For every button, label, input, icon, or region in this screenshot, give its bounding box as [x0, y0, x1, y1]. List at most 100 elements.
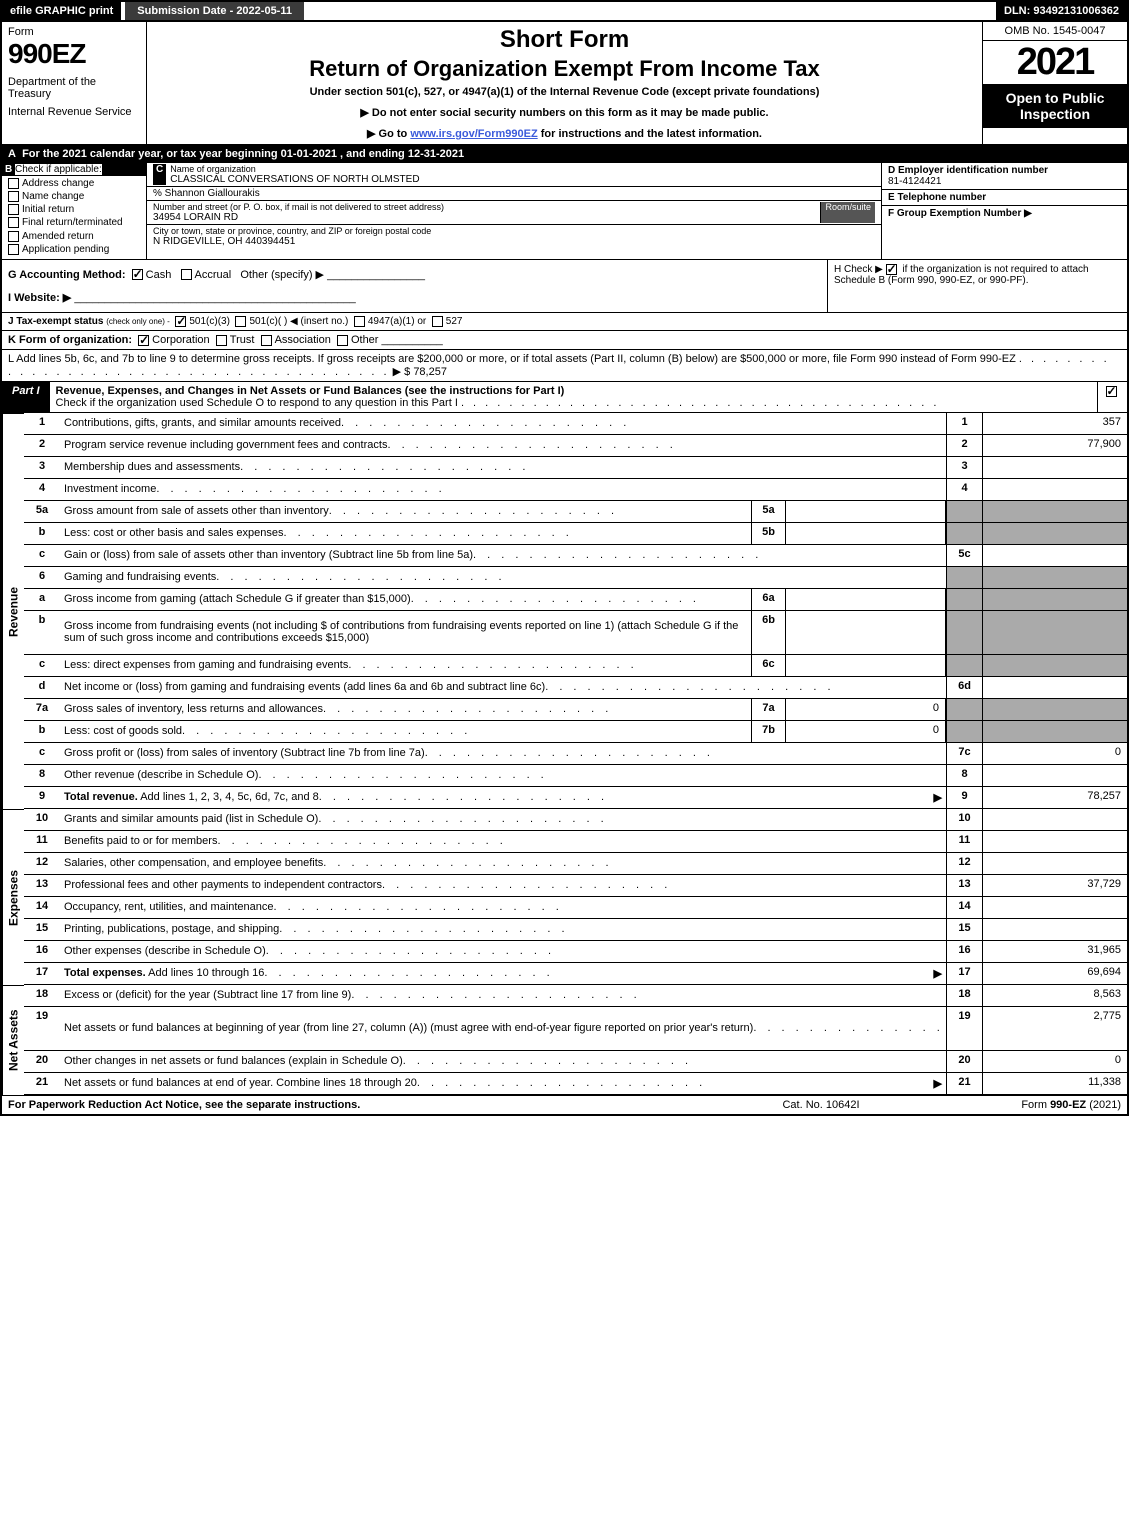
- l-text: L Add lines 5b, 6c, and 7b to line 9 to …: [8, 353, 1016, 365]
- chk-trust[interactable]: [216, 335, 227, 346]
- ref-number: [946, 721, 982, 742]
- dln: DLN: 93492131006362: [996, 2, 1127, 20]
- ein: 81-4124421: [888, 176, 941, 187]
- 527-label: 527: [446, 316, 463, 327]
- line-number: 21: [24, 1073, 60, 1094]
- line-number: 8: [24, 765, 60, 786]
- line-description: Gross amount from sale of assets other t…: [60, 501, 751, 522]
- amount: 357: [982, 413, 1127, 434]
- line-number: c: [24, 655, 60, 676]
- table-row: cGross profit or (loss) from sales of in…: [24, 743, 1127, 765]
- irs-link[interactable]: www.irs.gov/Form990EZ: [410, 128, 537, 140]
- ref-number: [946, 699, 982, 720]
- line-description: Investment income . . . . . . . . . . . …: [60, 479, 946, 500]
- line-number: 10: [24, 809, 60, 830]
- city-state-zip: N RIDGEVILLE, OH 440394451: [153, 236, 431, 247]
- line-number: 18: [24, 985, 60, 1006]
- line-number: 11: [24, 831, 60, 852]
- line-description: Total revenue. Add lines 1, 2, 3, 4, 5c,…: [60, 787, 946, 808]
- dept-treasury: Department of the Treasury: [8, 76, 140, 100]
- line-number: 19: [24, 1007, 60, 1050]
- j-label: J Tax-exempt status: [8, 316, 103, 327]
- chk-address-change[interactable]: Address change: [8, 178, 140, 189]
- table-row: 14Occupancy, rent, utilities, and mainte…: [24, 897, 1127, 919]
- chk-final-return[interactable]: Final return/terminated: [8, 217, 140, 228]
- chk-corporation[interactable]: [138, 335, 149, 346]
- table-row: 9Total revenue. Add lines 1, 2, 3, 4, 5c…: [24, 787, 1127, 809]
- amount: 37,729: [982, 875, 1127, 896]
- line-description: Gross sales of inventory, less returns a…: [60, 699, 751, 720]
- d-label: D Employer identification number: [888, 165, 1121, 176]
- chk-application-pending[interactable]: Application pending: [8, 244, 140, 255]
- ref-number: [946, 523, 982, 544]
- amount: 77,900: [982, 435, 1127, 456]
- chk-other-org[interactable]: [337, 335, 348, 346]
- amount: [982, 545, 1127, 566]
- inner-ref: 6c: [751, 655, 786, 676]
- table-row: 10Grants and similar amounts paid (list …: [24, 809, 1127, 831]
- line-description: Salaries, other compensation, and employ…: [60, 853, 946, 874]
- table-row: 19Net assets or fund balances at beginni…: [24, 1007, 1127, 1051]
- line-number: 13: [24, 875, 60, 896]
- corp-label: Corporation: [152, 334, 209, 346]
- line-number: b: [24, 611, 60, 654]
- chk-501c[interactable]: [235, 316, 246, 327]
- form-number: 990EZ: [8, 38, 140, 70]
- chk-cash[interactable]: [132, 269, 143, 280]
- form-label: Form: [8, 26, 140, 38]
- line-description: Other changes in net assets or fund bala…: [60, 1051, 946, 1072]
- ref-number: 12: [946, 853, 982, 874]
- chk-schedule-o[interactable]: [1106, 386, 1117, 397]
- netassets-sidelabel: Net Assets: [2, 985, 24, 1095]
- chk-4947[interactable]: [354, 316, 365, 327]
- amount: 11,338: [982, 1073, 1127, 1094]
- l-amount: 78,257: [413, 366, 447, 378]
- financial-table: Revenue 1Contributions, gifts, grants, a…: [0, 413, 1129, 1095]
- chk-accrual[interactable]: [181, 269, 192, 280]
- open-inspection: Open to Public Inspection: [983, 84, 1127, 128]
- amount: 31,965: [982, 941, 1127, 962]
- amount: [982, 831, 1127, 852]
- ref-number: 19: [946, 1007, 982, 1050]
- amount: [982, 523, 1127, 544]
- amount: [982, 721, 1127, 742]
- chk-name-change[interactable]: Name change: [8, 191, 140, 202]
- amount: [982, 611, 1127, 654]
- ref-number: 20: [946, 1051, 982, 1072]
- line-number: 15: [24, 919, 60, 940]
- inner-value: [786, 589, 946, 610]
- chk-501c3[interactable]: [175, 316, 186, 327]
- ref-number: 15: [946, 919, 982, 940]
- efile-print[interactable]: efile GRAPHIC print: [2, 2, 121, 20]
- part1-badge: Part I: [2, 382, 50, 412]
- tax-year: 2021: [983, 41, 1127, 84]
- table-row: dNet income or (loss) from gaming and fu…: [24, 677, 1127, 699]
- table-row: 17Total expenses. Add lines 10 through 1…: [24, 963, 1127, 985]
- line-number: 17: [24, 963, 60, 984]
- chk-schedule-b[interactable]: [886, 264, 897, 275]
- line-number: 20: [24, 1051, 60, 1072]
- omb-number: OMB No. 1545-0047: [983, 22, 1127, 41]
- table-row: 12Salaries, other compensation, and empl…: [24, 853, 1127, 875]
- b-title: Check if applicable:: [15, 164, 102, 175]
- line-number: 9: [24, 787, 60, 808]
- l-arrow: ▶ $: [393, 366, 411, 378]
- chk-initial-return[interactable]: Initial return: [8, 204, 140, 215]
- chk-527[interactable]: [432, 316, 443, 327]
- trust-label: Trust: [230, 334, 255, 346]
- table-row: aGross income from gaming (attach Schedu…: [24, 589, 1127, 611]
- a-text: For the 2021 calendar year, or tax year …: [22, 148, 464, 160]
- ref-number: [946, 611, 982, 654]
- cash-label: Cash: [146, 269, 172, 281]
- footer-left: For Paperwork Reduction Act Notice, see …: [8, 1099, 721, 1111]
- inner-value: [786, 611, 946, 654]
- table-row: 20Other changes in net assets or fund ba…: [24, 1051, 1127, 1073]
- table-row: 21Net assets or fund balances at end of …: [24, 1073, 1127, 1095]
- chk-association[interactable]: [261, 335, 272, 346]
- other-label: Other (specify) ▶: [240, 269, 324, 281]
- ref-number: 7c: [946, 743, 982, 764]
- amount: [982, 919, 1127, 940]
- row-g-h: G Accounting Method: Cash Accrual Other …: [0, 260, 1129, 313]
- c-title: Name of organization: [170, 164, 419, 174]
- chk-amended-return[interactable]: Amended return: [8, 231, 140, 242]
